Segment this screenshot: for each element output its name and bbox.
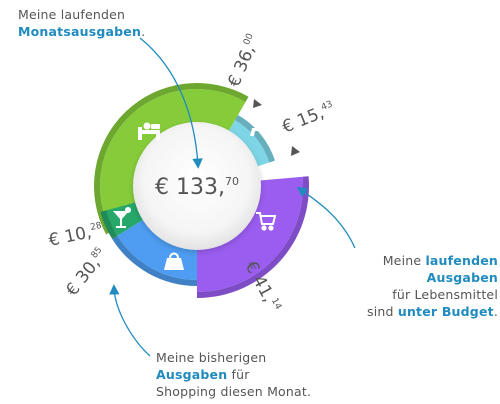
- note-monthly-spending: Meine laufenden Monatsausgaben.: [18, 6, 145, 40]
- annotation-arrow-top: [139, 37, 203, 169]
- cocktail-icon: [113, 207, 131, 228]
- amount-label-15: € 15,43: [279, 99, 337, 138]
- note-groceries-budget: Meine laufenden Ausgaben für Lebensmitte…: [318, 252, 498, 320]
- pointer-triangle: [253, 99, 262, 108]
- pointer-triangle: [291, 146, 300, 156]
- note-highlight: laufenden Ausgaben: [425, 253, 498, 285]
- bag-icon: [164, 252, 184, 270]
- note-text: .: [141, 24, 146, 39]
- note-text: für: [227, 367, 250, 382]
- note-line: für Lebensmittel: [392, 287, 498, 302]
- note-highlight: unter Budget: [397, 304, 494, 319]
- amount-label-30: € 30,85: [62, 245, 111, 300]
- segment-teal[interactable]: [228, 120, 270, 167]
- segment-rim-blue: [112, 235, 197, 286]
- amount-label-36: € 36,00: [224, 32, 264, 90]
- segment-rim-dark-green: [100, 210, 118, 239]
- note-text: sind: [367, 304, 398, 319]
- segment-dark-green[interactable]: [106, 202, 145, 236]
- note-line: Meine laufenden: [18, 7, 126, 22]
- person-icon: [250, 118, 266, 136]
- note-line: Meine laufenden Ausgaben: [318, 252, 498, 286]
- segment-rim-teal: [235, 114, 275, 163]
- cart-icon: [256, 212, 277, 231]
- note-text: Meine: [382, 253, 426, 268]
- annotation-arrow-right: [296, 186, 356, 249]
- note-highlight: Ausgaben: [156, 367, 228, 382]
- note-line: Meine bisherigen: [156, 350, 267, 365]
- segment-purple[interactable]: [197, 176, 304, 292]
- amount-label-41: € 41,14: [241, 258, 284, 316]
- center-disc: [133, 122, 261, 250]
- note-highlight: Monatsausgaben: [18, 24, 142, 39]
- note-line: Ausgaben für: [156, 366, 311, 383]
- annotation-arrow-bottom: [109, 284, 151, 357]
- note-line: Shopping diesen Monat.: [156, 384, 312, 399]
- note-text: .: [493, 304, 498, 319]
- note-shopping-spending: Meine bisherigen Ausgaben für Shopping d…: [156, 349, 311, 400]
- bed-icon: [138, 122, 160, 140]
- center-total: € 133,70: [155, 175, 239, 200]
- note-line: Monatsausgaben.: [18, 23, 145, 40]
- note-line: sind unter Budget.: [318, 303, 498, 320]
